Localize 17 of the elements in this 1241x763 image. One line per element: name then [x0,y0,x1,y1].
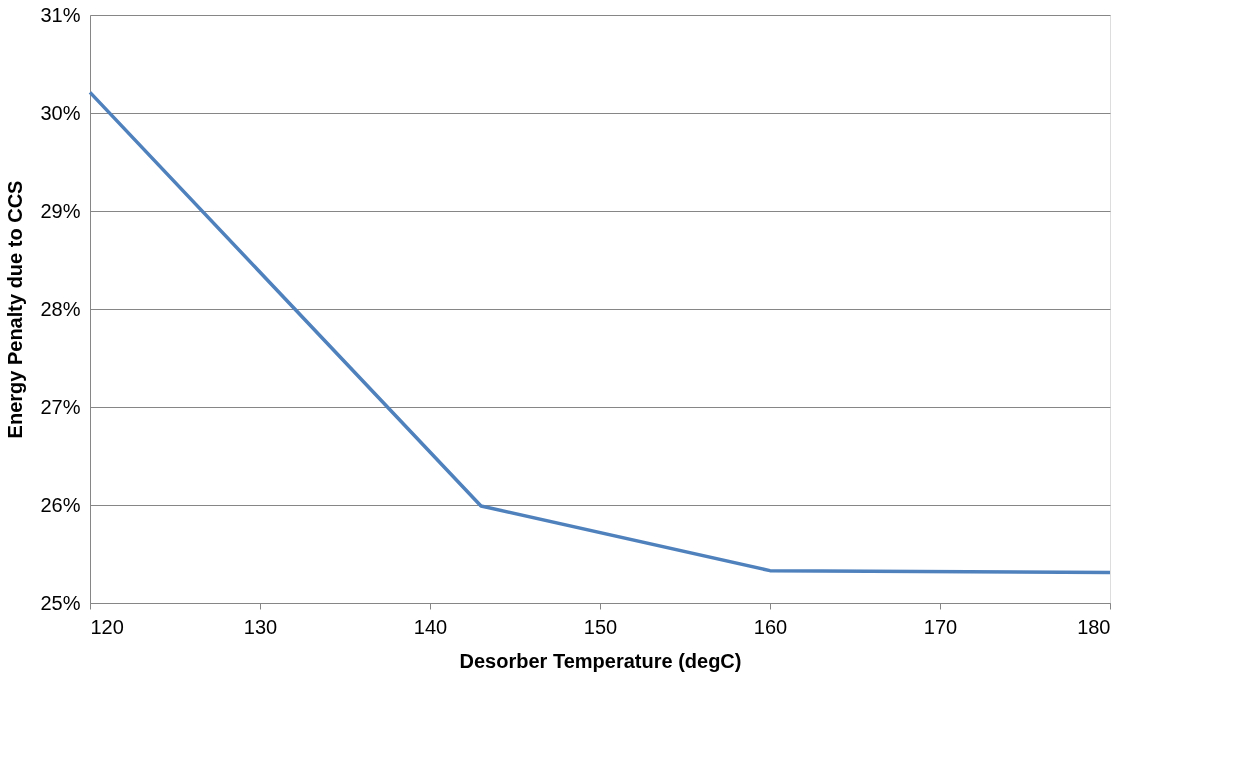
x-tick-label: 120 [90,615,124,638]
line-series [88,90,1112,575]
y-tick-label: 27% [40,395,81,418]
y-tick-label: 31% [40,3,81,26]
x-tick-label: 130 [243,615,278,638]
y-tick-label: 30% [40,101,81,124]
x-tick-label: 160 [753,615,788,638]
y-tick-label: 25% [40,591,81,614]
x-tick-label: 180 [1077,615,1111,638]
y-axis-title: Energy Penalty due to CCS [4,180,27,439]
x-tick-label: 150 [583,615,618,638]
x-tick-label: 140 [413,615,448,638]
x-tick-label: 170 [923,615,958,638]
y-tick-label: 28% [40,297,81,320]
y-tick-label: 26% [40,493,81,516]
x-axis-title: Desorber Temperature (degC) [459,649,742,672]
y-tick-label: 29% [40,199,81,222]
